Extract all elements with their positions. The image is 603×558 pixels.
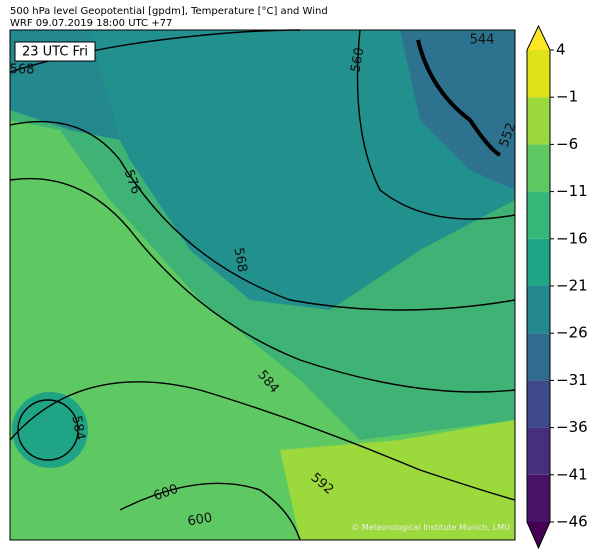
warm-region	[10, 120, 515, 540]
contour	[9, 381, 516, 501]
contour-label: 544	[470, 33, 495, 48]
colorbar-tick-label: −6	[556, 135, 578, 153]
colorbar-band	[527, 474, 550, 522]
time-label: 23 UTC Fri	[22, 45, 88, 60]
colorbar-band	[527, 238, 550, 286]
colorbar-tick-label: −1	[556, 88, 578, 106]
colorbar-tick-label: −26	[556, 324, 588, 342]
colorbar-band	[527, 191, 550, 239]
contour-label: 560	[348, 46, 367, 73]
contour-label: 584	[68, 414, 87, 441]
warmest-region	[280, 420, 515, 540]
contour-label: 600	[186, 510, 213, 529]
colorbar-tick-label: 4	[556, 41, 566, 59]
contour	[416, 39, 502, 157]
colorbar-band	[527, 144, 550, 192]
colorbar-band	[527, 333, 550, 381]
contour	[119, 482, 301, 541]
colorbar-tick-label: −31	[556, 371, 588, 389]
colorbar-tick-label: −36	[556, 418, 588, 436]
colorbar-band	[527, 50, 550, 98]
colorbar-tick-label: −46	[556, 513, 588, 531]
cut-off-low	[12, 392, 88, 468]
cold-region	[90, 30, 515, 310]
colorbar-band	[527, 380, 550, 428]
contour	[17, 399, 79, 461]
subtitle: WRF 09.07.2019 18:00 UTC +77	[10, 18, 172, 29]
colorbar-tick-label: −16	[556, 229, 588, 247]
contour	[9, 120, 516, 311]
map: 23 UTC Fri © Meteorological Institute Mu…	[9, 29, 516, 541]
credit: © Meteorological Institute Munich, LMU	[351, 523, 510, 532]
colorbar-band	[527, 97, 550, 145]
map-frame	[9, 29, 516, 541]
contour	[356, 29, 516, 220]
colorbar-band	[527, 427, 550, 475]
colorbar-tick-label: −21	[556, 277, 588, 295]
contour	[9, 177, 516, 393]
colorbar-tick-label: −11	[556, 182, 588, 200]
colorbar-extend-high	[527, 26, 550, 50]
colorbar-tick-label: −41	[556, 465, 588, 483]
colorbar-extend-low	[527, 522, 550, 548]
title: 500 hPa level Geopotential [gpdm], Tempe…	[10, 6, 328, 17]
colorbar-band	[527, 286, 550, 334]
contour-label: 568	[10, 63, 35, 78]
time-box	[14, 41, 96, 62]
contour-label: 568	[230, 246, 249, 273]
